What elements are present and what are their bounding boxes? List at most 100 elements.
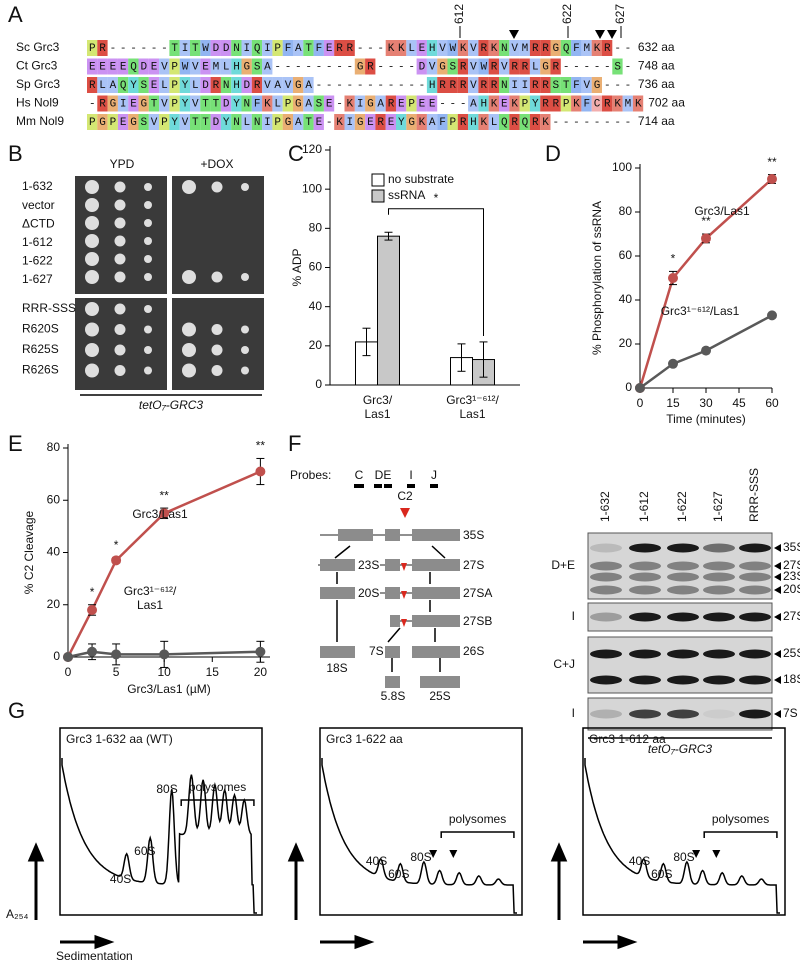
residue-shade [323,95,335,112]
lane-label: 1-627 [711,491,725,522]
residue-shade [159,77,170,93]
x-tick-label: 10 [158,665,172,679]
residue-shade [200,58,211,75]
residue-shade [97,77,108,93]
residue-shade [457,114,469,130]
band [703,709,735,719]
residue-shade [529,114,541,130]
colony-spot [85,198,99,212]
residue-shade [272,95,283,112]
residue-shade [499,95,510,112]
x-tick-label: Grc3/Las1 [363,393,393,421]
y-tick-label: 100 [612,160,632,174]
lane-label: RRR-SSS [747,468,761,522]
colony-spot [85,270,99,284]
significance: ** [160,488,170,502]
residue-shade [344,114,355,130]
blot-panel [587,636,773,694]
residue-shade [488,40,499,56]
colony-spot [114,217,126,229]
residue-shade [447,40,458,56]
band [667,543,699,553]
colony-spot [85,322,99,337]
residue-shade [375,114,386,130]
lane-label: 1-632 [598,491,612,522]
band [739,612,771,622]
residue-shade [365,58,376,75]
residue-shade [138,95,149,112]
bar [377,235,400,386]
cleavage-site: C2 [397,489,413,503]
band [739,649,771,659]
residue-shade [406,95,417,112]
residue-shade [529,77,541,93]
y-tick-label: 40 [619,292,633,306]
residue-shade [499,40,510,56]
residue-shade [97,58,108,75]
band-arrow [774,676,781,684]
species-name: Sp Grc3 [16,77,60,91]
band [590,572,622,582]
profile-curve [584,758,780,914]
residue-shade [148,77,160,93]
band-label: 27S [783,558,800,572]
arrowhead [509,30,519,39]
residue-shade [148,58,160,75]
strain-label: RRR-SSS [22,301,76,315]
band [739,709,771,719]
band [667,572,699,582]
y-tick-label: 80 [309,221,323,235]
residue-shade [313,95,324,112]
residue-shade [179,95,190,112]
probes-label: Probes: [290,468,331,482]
colony-spot [144,183,152,191]
y-axis-label: % Phosphorylation of ssRNA [590,201,604,355]
residue-shade [550,58,561,75]
peak-label: 60S [651,867,672,881]
residue-shade [416,95,427,112]
residue-shade [190,58,201,75]
residue-shade [416,40,427,56]
band-arrow [774,544,781,552]
residue-shade [138,58,149,75]
residue-shade [179,40,190,56]
colony-spot [182,270,196,284]
colony-spot [144,255,152,263]
residue-shade [550,95,561,112]
residue-shade [128,95,139,112]
residue-shade [148,95,160,112]
panel-label: A [8,2,23,27]
residue-shade [468,58,479,75]
sequence: RLAQYSELPYLDRNHDRVAVGA-----------HRRRVRR… [89,80,635,92]
significance: ** [767,155,777,169]
residue-shade [117,77,129,93]
residue-shade [231,40,242,56]
residue-shade [499,58,510,75]
residue-shade [396,95,407,112]
residue-shade [293,77,304,93]
residue-shade [128,58,139,75]
profile-x-label: Sedimentation [56,949,133,963]
colony-spot [114,199,126,211]
y-tick-label: 80 [619,204,633,218]
series-label: Grc3¹⁻⁶¹²/Las1 [661,304,740,318]
point [63,652,73,662]
band [590,649,622,659]
residue-shade [396,40,407,56]
peak-label: 40S [110,872,131,886]
residue-shade [354,114,366,130]
y-tick-label: 20 [47,597,61,611]
colony-spot [144,305,152,313]
x-arrow [60,934,115,950]
residue-shade [190,77,201,93]
polysomes-label: polysomes [449,812,506,826]
strain-label: 1-612 [22,235,53,249]
residue-shade [87,114,98,130]
band [590,675,622,685]
band-label: 20S [783,582,800,596]
residue-shade [200,40,211,56]
peak-label: 40S [366,854,387,868]
residue-shade [220,95,232,112]
residue-shade [323,40,335,56]
residue-shade [509,58,520,75]
